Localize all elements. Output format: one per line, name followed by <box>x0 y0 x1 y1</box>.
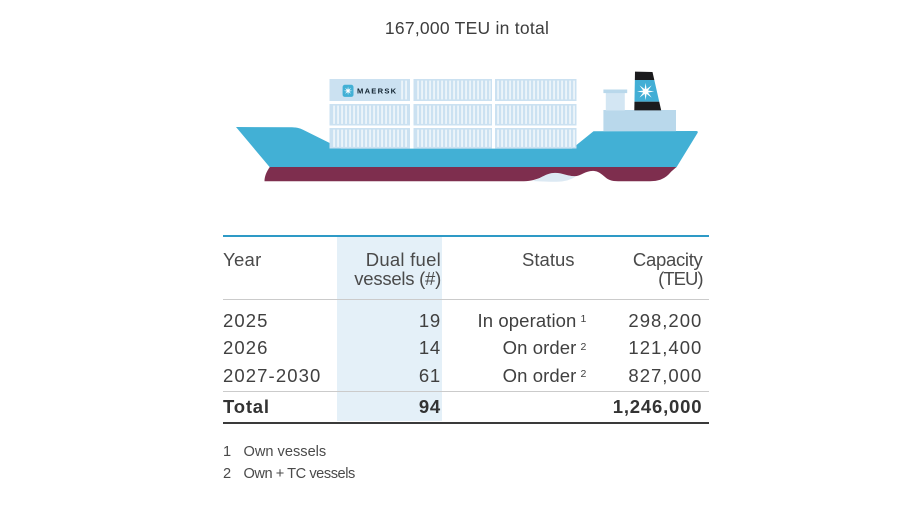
svg-text:MAERSK: MAERSK <box>357 87 397 96</box>
